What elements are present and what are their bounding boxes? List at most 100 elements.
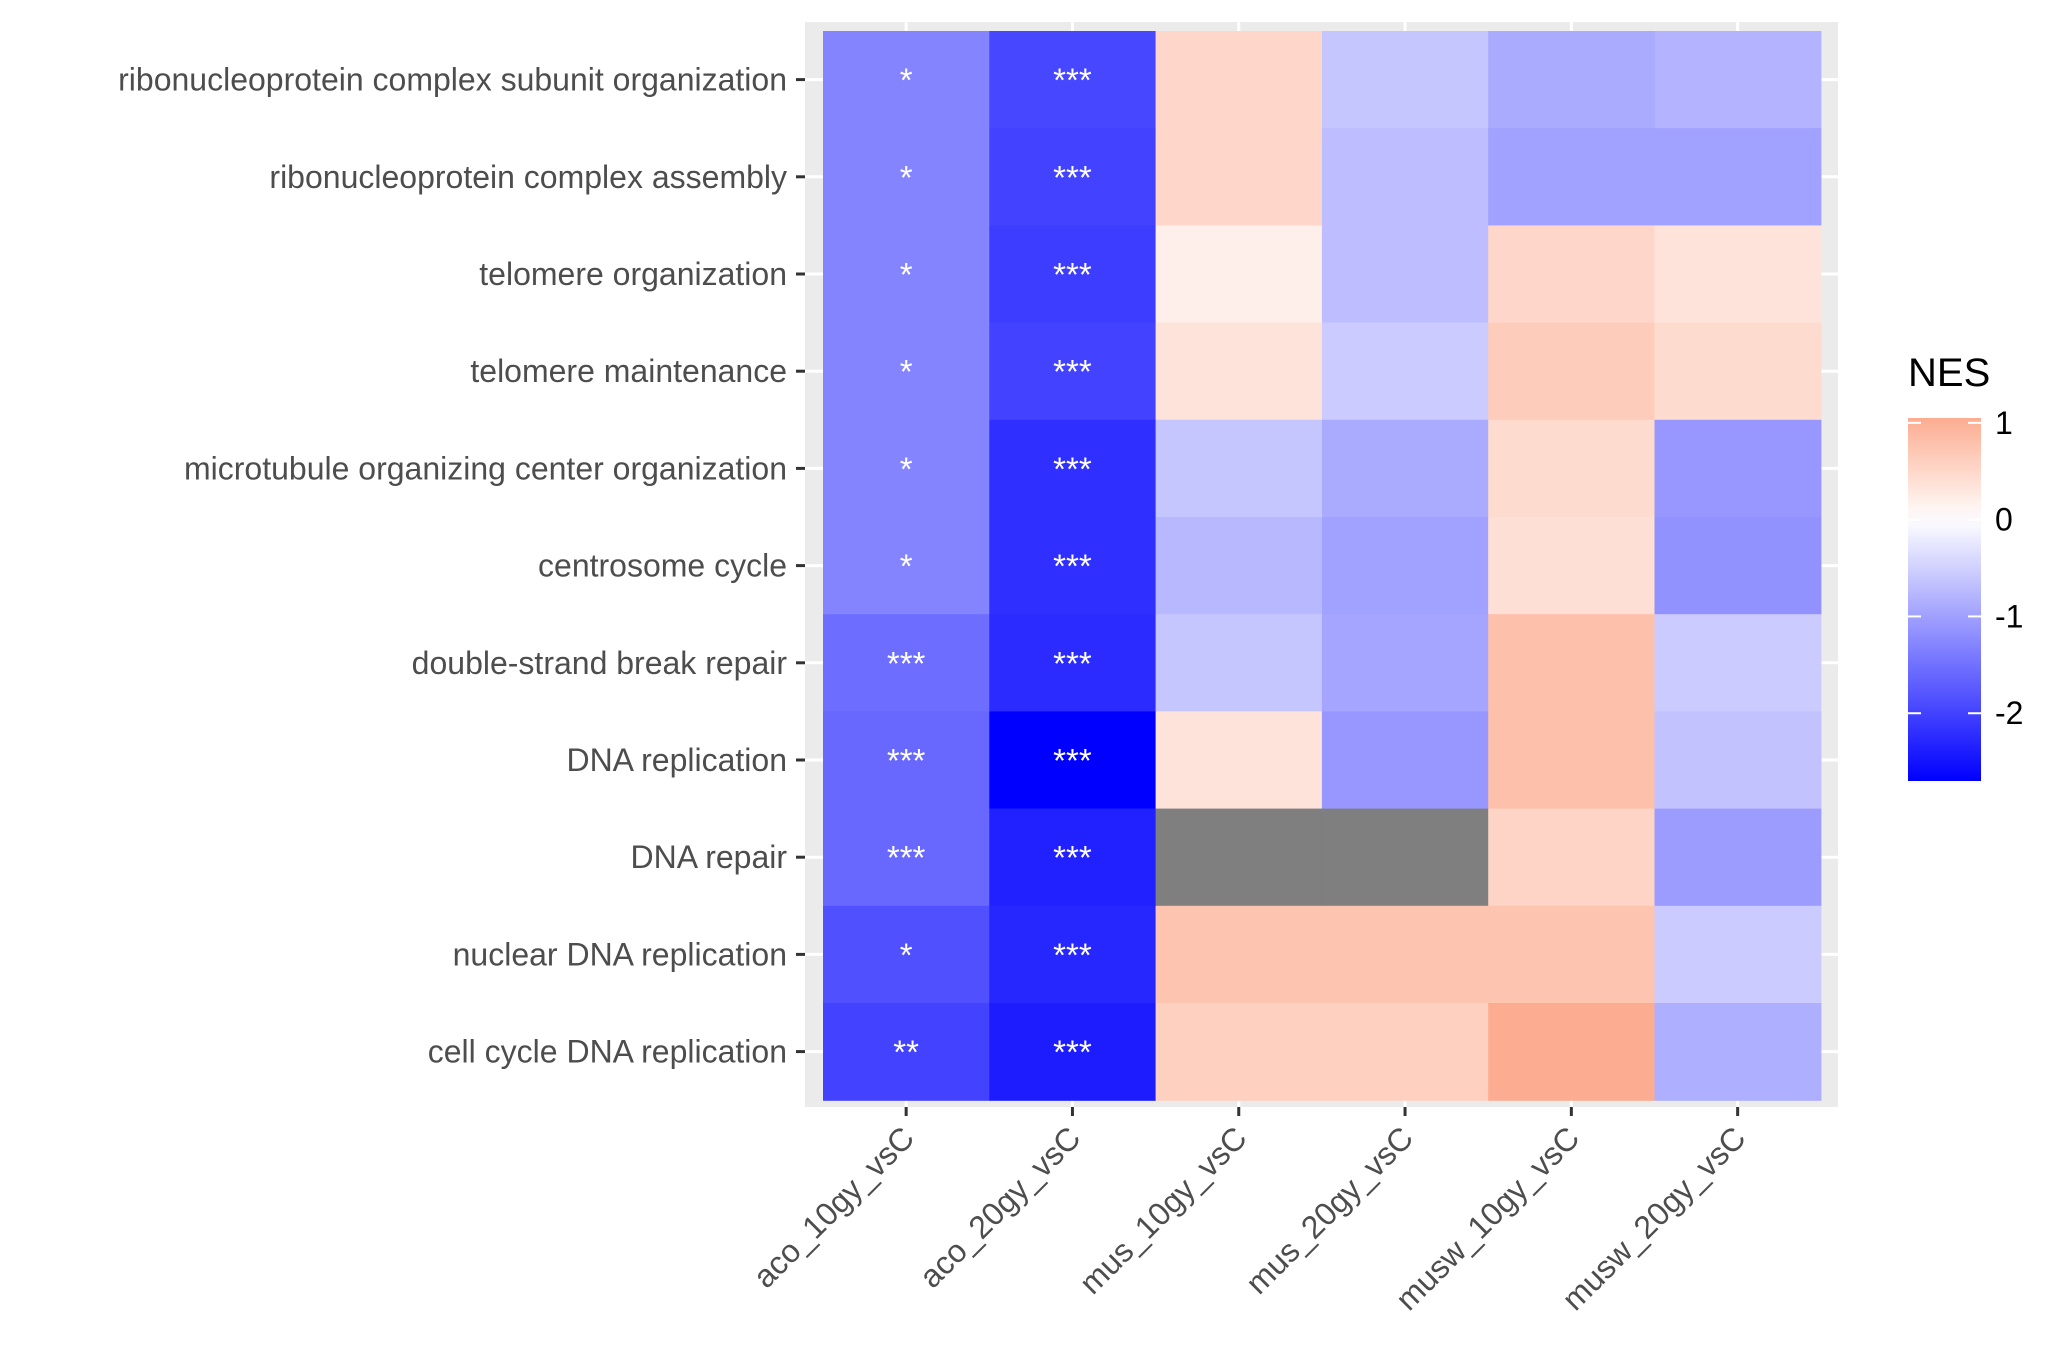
y-tick-label: DNA replication [566,742,787,778]
heatmap-cell [989,517,1157,615]
x-tick-label: musw_10gy_vsC [1389,1119,1587,1317]
significance-label: * [900,62,913,99]
legend-tick-label: 1 [1995,405,2013,441]
heatmap-cell [1155,1003,1323,1101]
heatmap-cell [823,905,990,1004]
heatmap-cell [1488,225,1656,324]
heatmap-cell [1321,419,1489,518]
significance-label: ** [893,1034,919,1071]
heatmap-cell [1488,1003,1656,1101]
significance-label: * [900,450,913,487]
significance-label: * [900,353,913,390]
significance-label: *** [1053,839,1092,876]
significance-label: *** [1053,256,1092,293]
heatmap-cell [1488,711,1656,810]
heatmap-cell [823,31,990,129]
heatmap-cell [1654,711,1822,810]
heatmap-cell [823,614,990,712]
legend-tick-label: 0 [1995,502,2013,538]
heatmap-cell [1321,905,1489,1004]
significance-label: * [900,548,913,585]
heatmap-cell [1321,225,1489,324]
significance-label: *** [1053,450,1092,487]
significance-label: * [900,159,913,196]
heatmap-cell [1654,31,1822,129]
heatmap-cell [989,225,1157,324]
heatmap-cell [1321,128,1489,226]
heatmap-cell [1488,614,1656,712]
heatmap-cell [1488,419,1656,518]
heatmap-cell [1155,322,1323,421]
heatmap-cell [1488,808,1656,907]
significance-labels: * **** **** **** **** **** ****** ****** ****** *… [887,62,1092,1071]
significance-label: *** [1053,936,1092,973]
y-tick-label: ribonucleoprotein complex subunit organi… [118,62,787,98]
heatmap-cell [1654,419,1822,518]
significance-label: *** [887,839,926,876]
heatmap-cell [1155,711,1323,810]
x-tick-label: mus_10gy_vsC [1072,1119,1253,1300]
heatmap-cell [1155,517,1323,615]
heatmap-cell [1155,808,1323,907]
heatmap-cell [1488,322,1656,421]
significance-label: *** [887,742,926,779]
heatmap-cell [823,517,990,615]
significance-label: * [900,256,913,293]
heatmap-cell [989,322,1157,421]
heatmap-cell [989,1003,1157,1101]
significance-label: *** [1053,353,1092,390]
heatmap-cell [823,128,990,226]
legend-title: NES [1908,351,1990,395]
x-axis: aco_10gy_vsCaco_20gy_vsCmus_10gy_vsCmus_… [746,1107,1753,1317]
heatmap-cell [989,905,1157,1004]
heatmap-cell [1654,1003,1822,1101]
y-axis: ribonucleoprotein complex subunit organi… [118,62,805,1070]
heatmap-cell [1155,905,1323,1004]
heatmap-cell [1321,517,1489,615]
legend-tick-label: -1 [1995,598,2023,634]
significance-label: *** [1053,1034,1092,1071]
significance-label: *** [1053,742,1092,779]
heatmap-cells [823,31,1822,1101]
heatmap-cell [1488,517,1656,615]
y-tick-label: telomere organization [479,256,787,292]
heatmap-cell [1321,614,1489,712]
heatmap-cell [823,808,990,907]
heatmap-cell [1155,614,1323,712]
y-tick-label: nuclear DNA replication [453,936,787,972]
significance-label: *** [887,645,926,682]
heatmap-cell [1321,322,1489,421]
heatmap-cell [1488,31,1656,129]
significance-label: * [900,936,913,973]
heatmap-cell [823,419,990,518]
heatmap-cell [823,225,990,324]
heatmap-cell [823,322,990,421]
y-tick-label: DNA repair [631,839,788,875]
significance-label: *** [1053,159,1092,196]
heatmap-cell [1488,128,1656,226]
x-tick-label: aco_10gy_vsC [746,1119,921,1294]
y-tick-label: ribonucleoprotein complex assembly [269,159,787,195]
heatmap-cell [1321,1003,1489,1101]
heatmap-cell [823,1003,990,1101]
y-tick-label: double-strand break repair [412,645,788,681]
heatmap-cell [1654,225,1822,324]
heatmap-cell [1654,905,1822,1004]
significance-label: *** [1053,62,1092,99]
significance-label: *** [1053,645,1092,682]
legend-tick-label: -2 [1995,695,2023,731]
heatmap-cell [1155,31,1323,129]
legend: NES 1 0 -1 -2 [1908,351,2023,781]
heatmap-cell [1654,517,1822,615]
heatmap-cell [989,128,1157,226]
heatmap-cell [989,711,1157,810]
x-tick-label: musw_20gy_vsC [1555,1119,1753,1317]
heatmap-cell [1488,905,1656,1004]
heatmap-cell [1321,808,1489,907]
heatmap-cell [1155,419,1323,518]
heatmap-cell [989,31,1157,129]
heatmap-cell [1155,128,1323,226]
y-tick-label: cell cycle DNA replication [428,1034,787,1070]
y-tick-label: telomere maintenance [470,353,787,389]
heatmap-cell [989,419,1157,518]
